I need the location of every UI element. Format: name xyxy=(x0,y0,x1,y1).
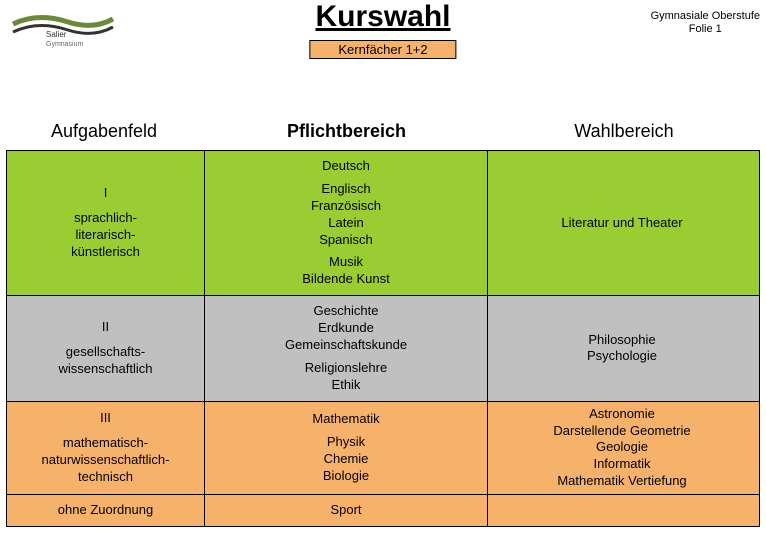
header-pflichtbereich: Pflichtbereich xyxy=(204,115,489,148)
subject-block: MusikBildende Kunst xyxy=(302,254,389,288)
subject-block: Deutsch xyxy=(322,158,370,175)
subtitle-text: Kernfächer 1+2 xyxy=(338,42,427,57)
wahlbereich-cell: Literatur und Theater xyxy=(488,151,756,295)
aufgabenfeld-desc: gesellschafts-wissenschaftlich xyxy=(59,344,153,378)
aufgabenfeld-cell: ohne Zuordnung xyxy=(7,495,205,526)
wahlbereich-cell: PhilosophiePsychologie xyxy=(488,296,756,400)
subject-block: Mathematik xyxy=(312,411,379,428)
subject-block: EnglischFranzösischLateinSpanisch xyxy=(311,181,381,249)
header-wahlbereich: Wahlbereich xyxy=(489,115,759,148)
pflichtbereich-cell: Deutsch EnglischFranzösischLateinSpanisch… xyxy=(205,151,488,295)
course-table: Isprachlich-literarisch-künstlerischDeut… xyxy=(6,150,760,527)
svg-text:Gymnasium: Gymnasium xyxy=(46,41,84,48)
pflichtbereich-cell: GeschichteErdkundeGemeinschaftskunde Reli… xyxy=(205,296,488,400)
table-row: Isprachlich-literarisch-künstlerischDeut… xyxy=(7,151,759,295)
slide-context: Gymnasiale Oberstufe xyxy=(651,10,760,23)
table-row: ohne Zuordnung Sport xyxy=(7,494,759,526)
pflichtbereich-cell: Mathematik PhysikChemieBiologie xyxy=(205,402,488,494)
aufgabenfeld-desc: ohne Zuordnung xyxy=(58,502,153,519)
table-row: III mathematisch-naturwissenschaftlich-te… xyxy=(7,401,759,494)
subject-block: Sport xyxy=(330,502,361,519)
column-headers: Aufgabenfeld Pflichtbereich Wahlbereich xyxy=(0,115,766,148)
slide-number: Folie 1 xyxy=(651,23,760,36)
aufgabenfeld-cell: Isprachlich-literarisch-künstlerisch xyxy=(7,151,205,295)
aufgabenfeld-number: I xyxy=(104,185,108,202)
subject-block: GeschichteErdkundeGemeinschaftskunde xyxy=(285,303,407,354)
table-row: II gesellschafts-wissenschaftlich Geschich… xyxy=(7,295,759,400)
aufgabenfeld-number: III xyxy=(100,410,111,427)
header-aufgabenfeld: Aufgabenfeld xyxy=(4,115,204,148)
wahlbereich-cell xyxy=(488,495,756,526)
aufgabenfeld-cell: III mathematisch-naturwissenschaftlich-te… xyxy=(7,402,205,494)
wahlbereich-cell: AstronomieDarstellende GeometrieGeologie… xyxy=(488,402,756,494)
header: Salier Gymnasium Kurswahl Kernfächer 1+2… xyxy=(0,0,766,60)
subtitle-box: Kernfächer 1+2 xyxy=(309,40,456,59)
school-logo: Salier Gymnasium xyxy=(8,4,118,49)
svg-text:Salier: Salier xyxy=(46,30,67,39)
aufgabenfeld-cell: II gesellschafts-wissenschaftlich xyxy=(7,296,205,400)
page-title: Kurswahl xyxy=(315,0,450,34)
pflichtbereich-cell: Sport xyxy=(205,495,488,526)
aufgabenfeld-desc: sprachlich-literarisch-künstlerisch xyxy=(71,210,140,261)
subject-block: ReligionslehreEthik xyxy=(305,360,387,394)
aufgabenfeld-number: II xyxy=(102,319,109,336)
slide-info: Gymnasiale Oberstufe Folie 1 xyxy=(651,10,760,36)
aufgabenfeld-desc: mathematisch-naturwissenschaftlich-techn… xyxy=(42,435,170,486)
subject-block: PhysikChemieBiologie xyxy=(323,434,369,485)
